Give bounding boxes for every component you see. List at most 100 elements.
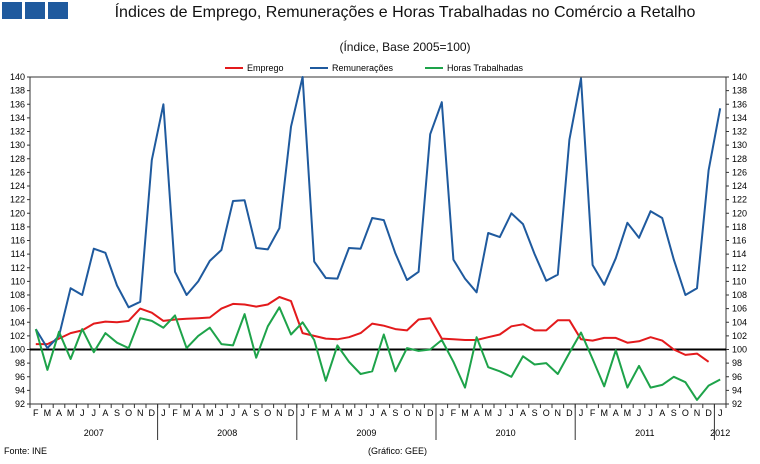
logo-square [48, 2, 68, 19]
x-tick-label-month: F [311, 408, 317, 418]
x-tick-label-month: A [102, 408, 108, 418]
y-tick-label-left: 126 [10, 167, 25, 177]
x-tick-label-month: J [579, 408, 584, 418]
y-tick-label-right: 114 [732, 249, 746, 259]
x-tick-label-month: M [461, 408, 469, 418]
source-note: Fonte: INE [4, 446, 48, 456]
x-tick-label-month: J [92, 408, 97, 418]
y-tick-label-left: 140 [10, 72, 25, 82]
x-tick-label-year: 2011 [635, 428, 654, 438]
x-tick-label-month: S [392, 408, 398, 418]
y-tick-label-right: 134 [732, 113, 747, 123]
x-tick-label-month: M [67, 408, 75, 418]
x-tick-label-month: J [648, 408, 653, 418]
x-tick-label-month: M [183, 408, 191, 418]
y-tick-label-right: 124 [732, 181, 747, 191]
y-tick-label-right: 122 [732, 195, 747, 205]
y-tick-label-left: 124 [10, 181, 25, 191]
x-tick-label-month: A [520, 408, 526, 418]
legend-label: Emprego [247, 63, 284, 73]
y-tick-label-right: 130 [732, 140, 747, 150]
y-tick-label-right: 100 [732, 345, 747, 355]
x-tick-label-month: J [440, 408, 445, 418]
y-tick-label-right: 116 [732, 236, 746, 246]
x-tick-label-month: S [671, 408, 677, 418]
x-tick-label-month: J [637, 408, 642, 418]
x-tick-label-month: J [219, 408, 224, 418]
x-tick-label-month: S [114, 408, 120, 418]
chart-title: Índices de Emprego, Remunerações e Horas… [114, 4, 696, 21]
x-tick-label-month: J [358, 408, 363, 418]
y-tick-label-left: 130 [10, 140, 25, 150]
y-tick-label-left: 120 [10, 208, 25, 218]
x-tick-label-month: M [206, 408, 214, 418]
x-tick-label-month: F [33, 408, 39, 418]
x-tick-label-month: M [624, 408, 632, 418]
x-tick-label-month: M [322, 408, 330, 418]
y-tick-label-left: 134 [10, 113, 25, 123]
series-line-remunerações [34, 76, 722, 350]
x-tick-label-month: O [125, 408, 132, 418]
y-tick-label-right: 104 [732, 317, 747, 327]
x-tick-label-month: A [334, 408, 340, 418]
y-tick-label-left: 114 [11, 249, 25, 259]
y-tick-label-left: 100 [10, 345, 25, 355]
y-tick-label-left: 116 [11, 236, 25, 246]
x-tick-label-month: F [451, 408, 457, 418]
x-tick-label-month: D [149, 408, 156, 418]
y-tick-label-right: 106 [732, 304, 747, 314]
x-tick-label-month: S [253, 408, 259, 418]
y-tick-label-right: 128 [732, 154, 747, 164]
y-tick-label-right: 140 [732, 72, 747, 82]
x-tick-label-month: J [370, 408, 375, 418]
y-tick-label-right: 120 [732, 208, 747, 218]
chart-credit: (Gráfico: GEE) [368, 446, 428, 456]
y-tick-label-left: 106 [10, 304, 25, 314]
legend-label: Remunerações [332, 63, 394, 73]
y-tick-label-left: 110 [11, 276, 25, 286]
x-tick-label-month: N [415, 408, 422, 418]
x-tick-label-month: J [80, 408, 85, 418]
x-tick-label-year: 2007 [84, 428, 104, 438]
y-tick-label-left: 104 [10, 317, 25, 327]
x-tick-label-month: J [498, 408, 503, 418]
series-line-horas-trabalhadas [34, 306, 721, 401]
x-tick-label-month: A [613, 408, 619, 418]
x-tick-label-year: 2009 [356, 428, 376, 438]
y-tick-label-right: 112 [732, 263, 746, 273]
y-tick-label-left: 92 [15, 399, 25, 409]
x-tick-label-month: M [345, 408, 353, 418]
x-tick-label-month: D [427, 408, 434, 418]
x-tick-label-month: O [264, 408, 271, 418]
chart-subtitle: (Índice, Base 2005=100) [339, 40, 471, 54]
y-tick-label-right: 126 [732, 167, 747, 177]
y-tick-label-left: 132 [10, 127, 25, 137]
x-tick-label-month: J [300, 408, 305, 418]
y-tick-label-right: 110 [732, 276, 746, 286]
y-tick-label-right: 98 [732, 358, 742, 368]
x-tick-label-month: A [659, 408, 665, 418]
y-tick-label-right: 136 [732, 99, 747, 109]
x-tick-label-month: A [195, 408, 201, 418]
x-tick-label-year: 2012 [710, 428, 730, 438]
x-tick-label-month: A [242, 408, 248, 418]
y-tick-label-left: 112 [11, 263, 25, 273]
y-tick-label-left: 122 [10, 195, 25, 205]
x-tick-label-month: D [288, 408, 295, 418]
x-tick-label-month: J [718, 408, 723, 418]
y-tick-label-right: 102 [732, 331, 747, 341]
x-tick-label-year: 2010 [496, 428, 516, 438]
x-tick-label-month: F [590, 408, 596, 418]
x-tick-label-month: D [705, 408, 712, 418]
y-tick-label-right: 94 [732, 385, 742, 395]
y-tick-label-left: 136 [10, 99, 25, 109]
x-tick-label-month: J [231, 408, 236, 418]
x-tick-label-month: N [555, 408, 562, 418]
x-tick-label-month: D [566, 408, 573, 418]
y-tick-label-right: 108 [732, 290, 747, 300]
x-tick-label-month: J [161, 408, 166, 418]
ine-logo-icon [2, 2, 68, 19]
y-tick-label-left: 98 [15, 358, 25, 368]
logo-square [25, 2, 45, 19]
